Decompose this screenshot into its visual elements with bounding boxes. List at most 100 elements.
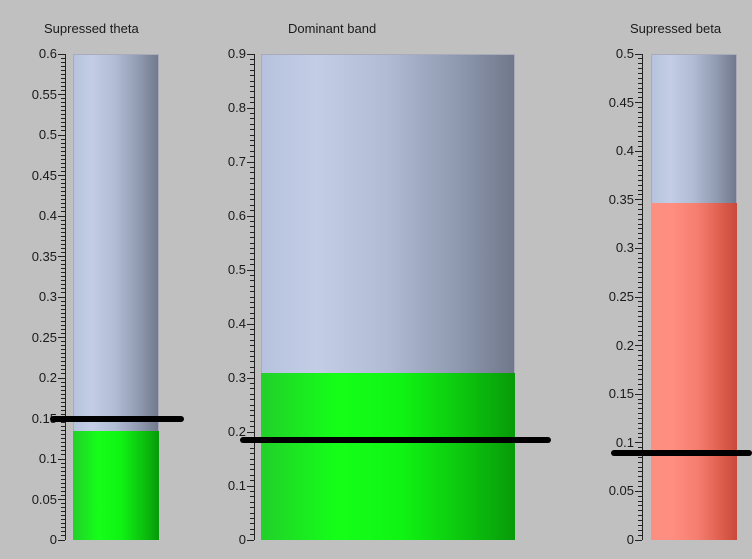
major-tick — [58, 499, 65, 500]
minor-tick — [638, 116, 642, 118]
minor-tick — [61, 361, 65, 363]
minor-tick — [638, 529, 642, 531]
minor-tick — [250, 150, 254, 152]
minor-tick — [61, 166, 65, 168]
major-tick — [58, 215, 65, 217]
minor-tick — [61, 320, 65, 322]
gauge-tube[interactable] — [261, 54, 515, 540]
minor-tick — [250, 264, 254, 266]
threshold-marker[interactable] — [611, 449, 752, 456]
minor-tick — [638, 72, 642, 74]
minor-tick — [250, 69, 254, 71]
minor-tick — [250, 156, 254, 158]
minor-tick — [61, 426, 65, 428]
minor-tick — [61, 405, 65, 407]
gauge-tube[interactable] — [73, 54, 159, 540]
minor-tick — [61, 478, 65, 480]
minor-tick — [250, 80, 254, 82]
minor-tick — [250, 145, 254, 147]
minor-tick — [61, 438, 65, 440]
threshold-marker[interactable] — [50, 415, 184, 422]
minor-tick — [638, 335, 642, 337]
minor-tick — [61, 243, 65, 245]
minor-tick — [638, 364, 642, 366]
minor-tick — [250, 517, 254, 519]
minor-tick — [638, 461, 642, 463]
major-tick — [247, 53, 254, 55]
minor-tick — [250, 534, 254, 536]
minor-tick — [250, 85, 254, 87]
minor-tick — [250, 112, 254, 114]
minor-tick — [61, 312, 65, 314]
minor-tick — [250, 75, 254, 77]
minor-tick — [250, 501, 254, 503]
minor-tick — [250, 231, 254, 233]
minor-tick — [638, 204, 642, 206]
gauge-tube[interactable] — [651, 54, 737, 540]
minor-tick — [250, 166, 254, 168]
major-tick — [247, 215, 254, 217]
minor-tick — [250, 296, 254, 298]
minor-tick — [638, 82, 642, 84]
minor-tick — [250, 420, 254, 422]
minor-tick — [638, 388, 642, 390]
minor-tick — [61, 519, 65, 521]
minor-tick — [61, 466, 65, 468]
minor-tick — [638, 432, 642, 434]
minor-tick — [250, 334, 254, 336]
minor-tick — [250, 199, 254, 201]
minor-tick — [250, 193, 254, 195]
minor-tick — [638, 413, 642, 415]
minor-tick — [638, 272, 642, 274]
minor-tick — [250, 458, 254, 460]
tick-label: 0.55 — [31, 86, 57, 102]
tick-label: 0.15 — [31, 410, 57, 426]
minor-tick — [250, 366, 254, 368]
minor-tick — [61, 409, 65, 411]
minor-tick — [638, 257, 642, 259]
minor-tick — [61, 308, 65, 310]
minor-tick — [61, 349, 65, 351]
minor-tick — [638, 175, 642, 176]
minor-tick — [638, 301, 642, 303]
minor-tick — [61, 276, 65, 278]
minor-tick — [250, 134, 254, 136]
minor-tick — [638, 184, 642, 186]
minor-tick — [250, 474, 254, 476]
minor-tick — [61, 61, 65, 63]
minor-tick — [61, 300, 65, 302]
major-tick — [635, 102, 642, 104]
minor-tick — [61, 503, 65, 505]
minor-tick — [638, 238, 642, 240]
major-tick — [58, 296, 65, 298]
minor-tick — [638, 252, 642, 254]
minor-tick — [638, 281, 642, 283]
minor-tick — [638, 422, 642, 424]
minor-tick — [638, 209, 642, 211]
minor-tick — [61, 316, 65, 318]
tick-label: 0.45 — [608, 94, 634, 110]
minor-tick — [638, 213, 642, 215]
minor-tick — [250, 139, 254, 141]
minor-tick — [61, 369, 65, 371]
tick-label: 0.5 — [38, 127, 57, 142]
minor-tick — [61, 146, 65, 148]
minor-tick — [250, 58, 254, 60]
minor-tick — [638, 291, 642, 293]
minor-tick — [61, 280, 65, 282]
minor-tick — [638, 330, 642, 332]
gauge-fill — [73, 430, 159, 540]
minor-tick — [61, 430, 65, 432]
threshold-marker[interactable] — [240, 437, 551, 444]
minor-tick — [638, 505, 642, 507]
minor-tick — [61, 158, 65, 160]
tick-label: 0.15 — [608, 386, 634, 402]
minor-tick — [61, 179, 65, 181]
minor-tick — [250, 291, 254, 293]
tick-label: 0.4 — [38, 208, 57, 223]
minor-tick — [61, 170, 65, 172]
minor-tick — [250, 258, 254, 260]
minor-tick — [250, 301, 254, 303]
minor-tick — [638, 408, 642, 410]
major-tick — [58, 337, 65, 338]
